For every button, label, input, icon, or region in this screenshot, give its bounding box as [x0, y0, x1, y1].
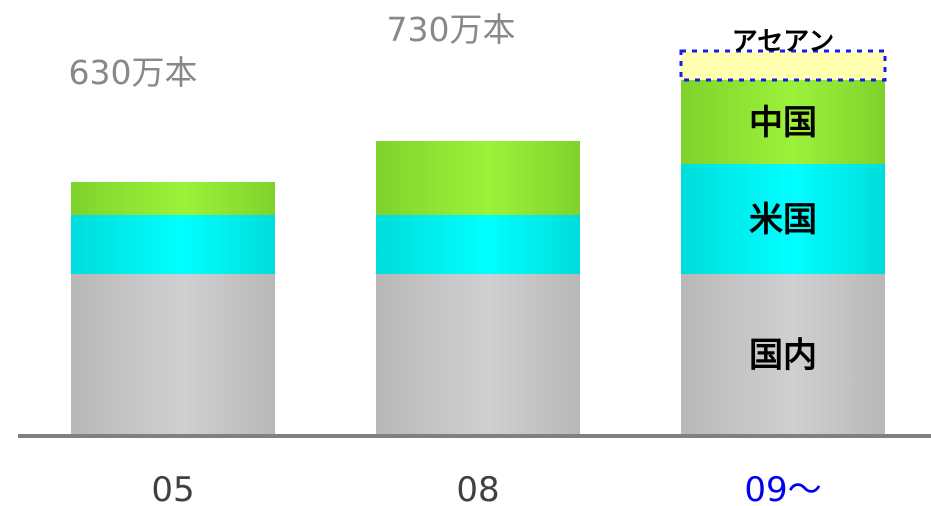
bar-segment-08-s2: [376, 141, 580, 215]
bar-segment-09-s1: [681, 164, 885, 274]
category-label-05: 05: [151, 470, 194, 506]
bar-segment-08-s0: [376, 274, 580, 435]
bar-segment-08-s1: [376, 215, 580, 274]
category-label-09: 09～: [744, 470, 821, 506]
segment-label-09-s2: 中国: [749, 103, 817, 143]
bar-segment-highlight-border: [679, 49, 887, 82]
segment-label-09-s0: 国内: [749, 336, 817, 376]
bar-segment-09-s3: [681, 52, 885, 80]
total-label-08: 730万本: [387, 10, 516, 49]
bar-segment-05-s0: [71, 274, 275, 435]
bar-segment-09-s0: [681, 274, 885, 435]
segment-label-09-s3: アセアン: [732, 27, 834, 57]
bar-segment-05-s1: [71, 215, 275, 274]
bar-segment-09-s2: [681, 80, 885, 164]
bar-segment-05-s2: [71, 182, 275, 215]
category-label-08: 08: [456, 470, 499, 506]
segment-label-09-s1: 米国: [749, 200, 817, 240]
total-label-05: 630万本: [69, 53, 198, 92]
